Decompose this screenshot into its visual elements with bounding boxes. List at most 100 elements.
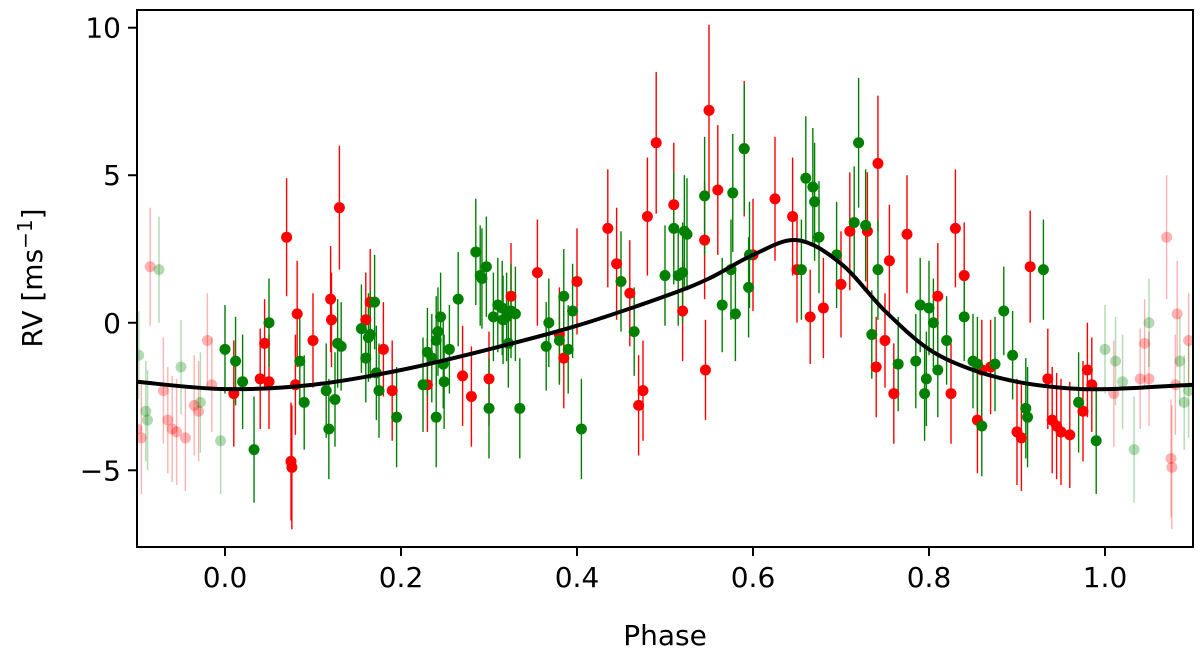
data-point <box>417 379 429 391</box>
data-point <box>879 334 891 346</box>
data-point <box>487 311 499 323</box>
data-point <box>137 423 143 435</box>
data-point <box>668 199 680 211</box>
data-point <box>1099 343 1111 355</box>
data-point <box>888 388 900 400</box>
data-point <box>883 255 895 267</box>
data-point <box>641 211 653 223</box>
data-point <box>813 231 825 243</box>
x-tick-label: 0.0 <box>203 561 248 594</box>
data-point <box>175 361 187 373</box>
x-axis-label: Phase <box>623 619 707 652</box>
x-tick-label: 0.8 <box>907 561 952 594</box>
data-point <box>219 343 231 355</box>
data-point <box>562 343 574 355</box>
data-point <box>892 358 904 370</box>
data-point <box>624 287 636 299</box>
data-point <box>807 181 819 193</box>
data-point <box>171 426 183 438</box>
data-point <box>1128 444 1140 456</box>
data-point <box>800 172 812 184</box>
data-point <box>237 376 249 388</box>
data-point <box>872 157 884 169</box>
data-point <box>872 264 884 276</box>
data-point <box>804 311 816 323</box>
data-point <box>1139 337 1151 349</box>
data-point <box>729 308 741 320</box>
data-point <box>1024 261 1036 273</box>
data-point <box>558 290 570 302</box>
data-point <box>531 267 543 279</box>
data-point <box>633 399 645 411</box>
data-point <box>677 305 689 317</box>
data-point <box>949 222 961 234</box>
y-tick-label: 0 <box>103 307 121 340</box>
data-point <box>320 385 332 397</box>
data-point <box>681 228 693 240</box>
data-point <box>470 246 482 258</box>
data-point <box>575 423 587 435</box>
data-point <box>809 196 821 208</box>
y-axis-label: RV [ms−1] <box>13 208 49 347</box>
data-point <box>360 314 372 326</box>
data-point <box>193 405 205 417</box>
y-tick-label: 10 <box>85 12 121 45</box>
data-point <box>179 432 191 444</box>
plot-frame <box>136 9 1194 548</box>
data-point <box>1165 452 1177 464</box>
data-point <box>1110 355 1122 367</box>
data-point <box>615 275 627 287</box>
data-point <box>457 370 469 382</box>
data-point <box>958 311 970 323</box>
data-point <box>248 444 260 456</box>
data-point <box>853 137 865 149</box>
data-point <box>703 104 715 116</box>
data-point <box>817 302 829 314</box>
data-point <box>712 184 724 196</box>
data-point <box>923 302 935 314</box>
data-point <box>452 293 464 305</box>
data-point <box>611 258 623 270</box>
data-point <box>215 435 227 447</box>
data-point <box>263 376 275 388</box>
data-point <box>391 411 403 423</box>
model-curve <box>137 238 1193 392</box>
data-point <box>480 261 492 273</box>
data-point <box>1161 231 1173 243</box>
data-point <box>971 358 983 370</box>
data-point <box>140 405 152 417</box>
data-point <box>329 393 341 405</box>
data-point <box>142 414 154 426</box>
data-point <box>281 231 293 243</box>
data-point <box>483 402 495 414</box>
data-point <box>769 193 781 205</box>
data-point <box>989 358 1001 370</box>
data-point <box>1081 364 1093 376</box>
data-point <box>637 385 649 397</box>
data-point <box>787 211 799 223</box>
data-point <box>496 302 508 314</box>
data-point <box>294 355 306 367</box>
data-point <box>335 340 347 352</box>
data-point <box>650 137 662 149</box>
data-point <box>509 308 521 320</box>
data-point <box>1171 308 1183 320</box>
data-point <box>137 349 145 361</box>
data-point <box>307 334 319 346</box>
data-point <box>325 314 337 326</box>
data-point <box>1178 396 1190 408</box>
x-tick-label: 1.0 <box>1083 561 1128 594</box>
data-point <box>325 293 337 305</box>
data-point <box>844 225 856 237</box>
plot-area <box>137 24 1193 530</box>
data-point <box>571 275 583 287</box>
data-point <box>1134 373 1146 385</box>
data-point <box>263 317 275 329</box>
data-point <box>738 143 750 155</box>
data-point <box>1077 405 1089 417</box>
data-point <box>1183 385 1193 397</box>
data-point <box>1073 396 1085 408</box>
data-point <box>941 334 953 346</box>
